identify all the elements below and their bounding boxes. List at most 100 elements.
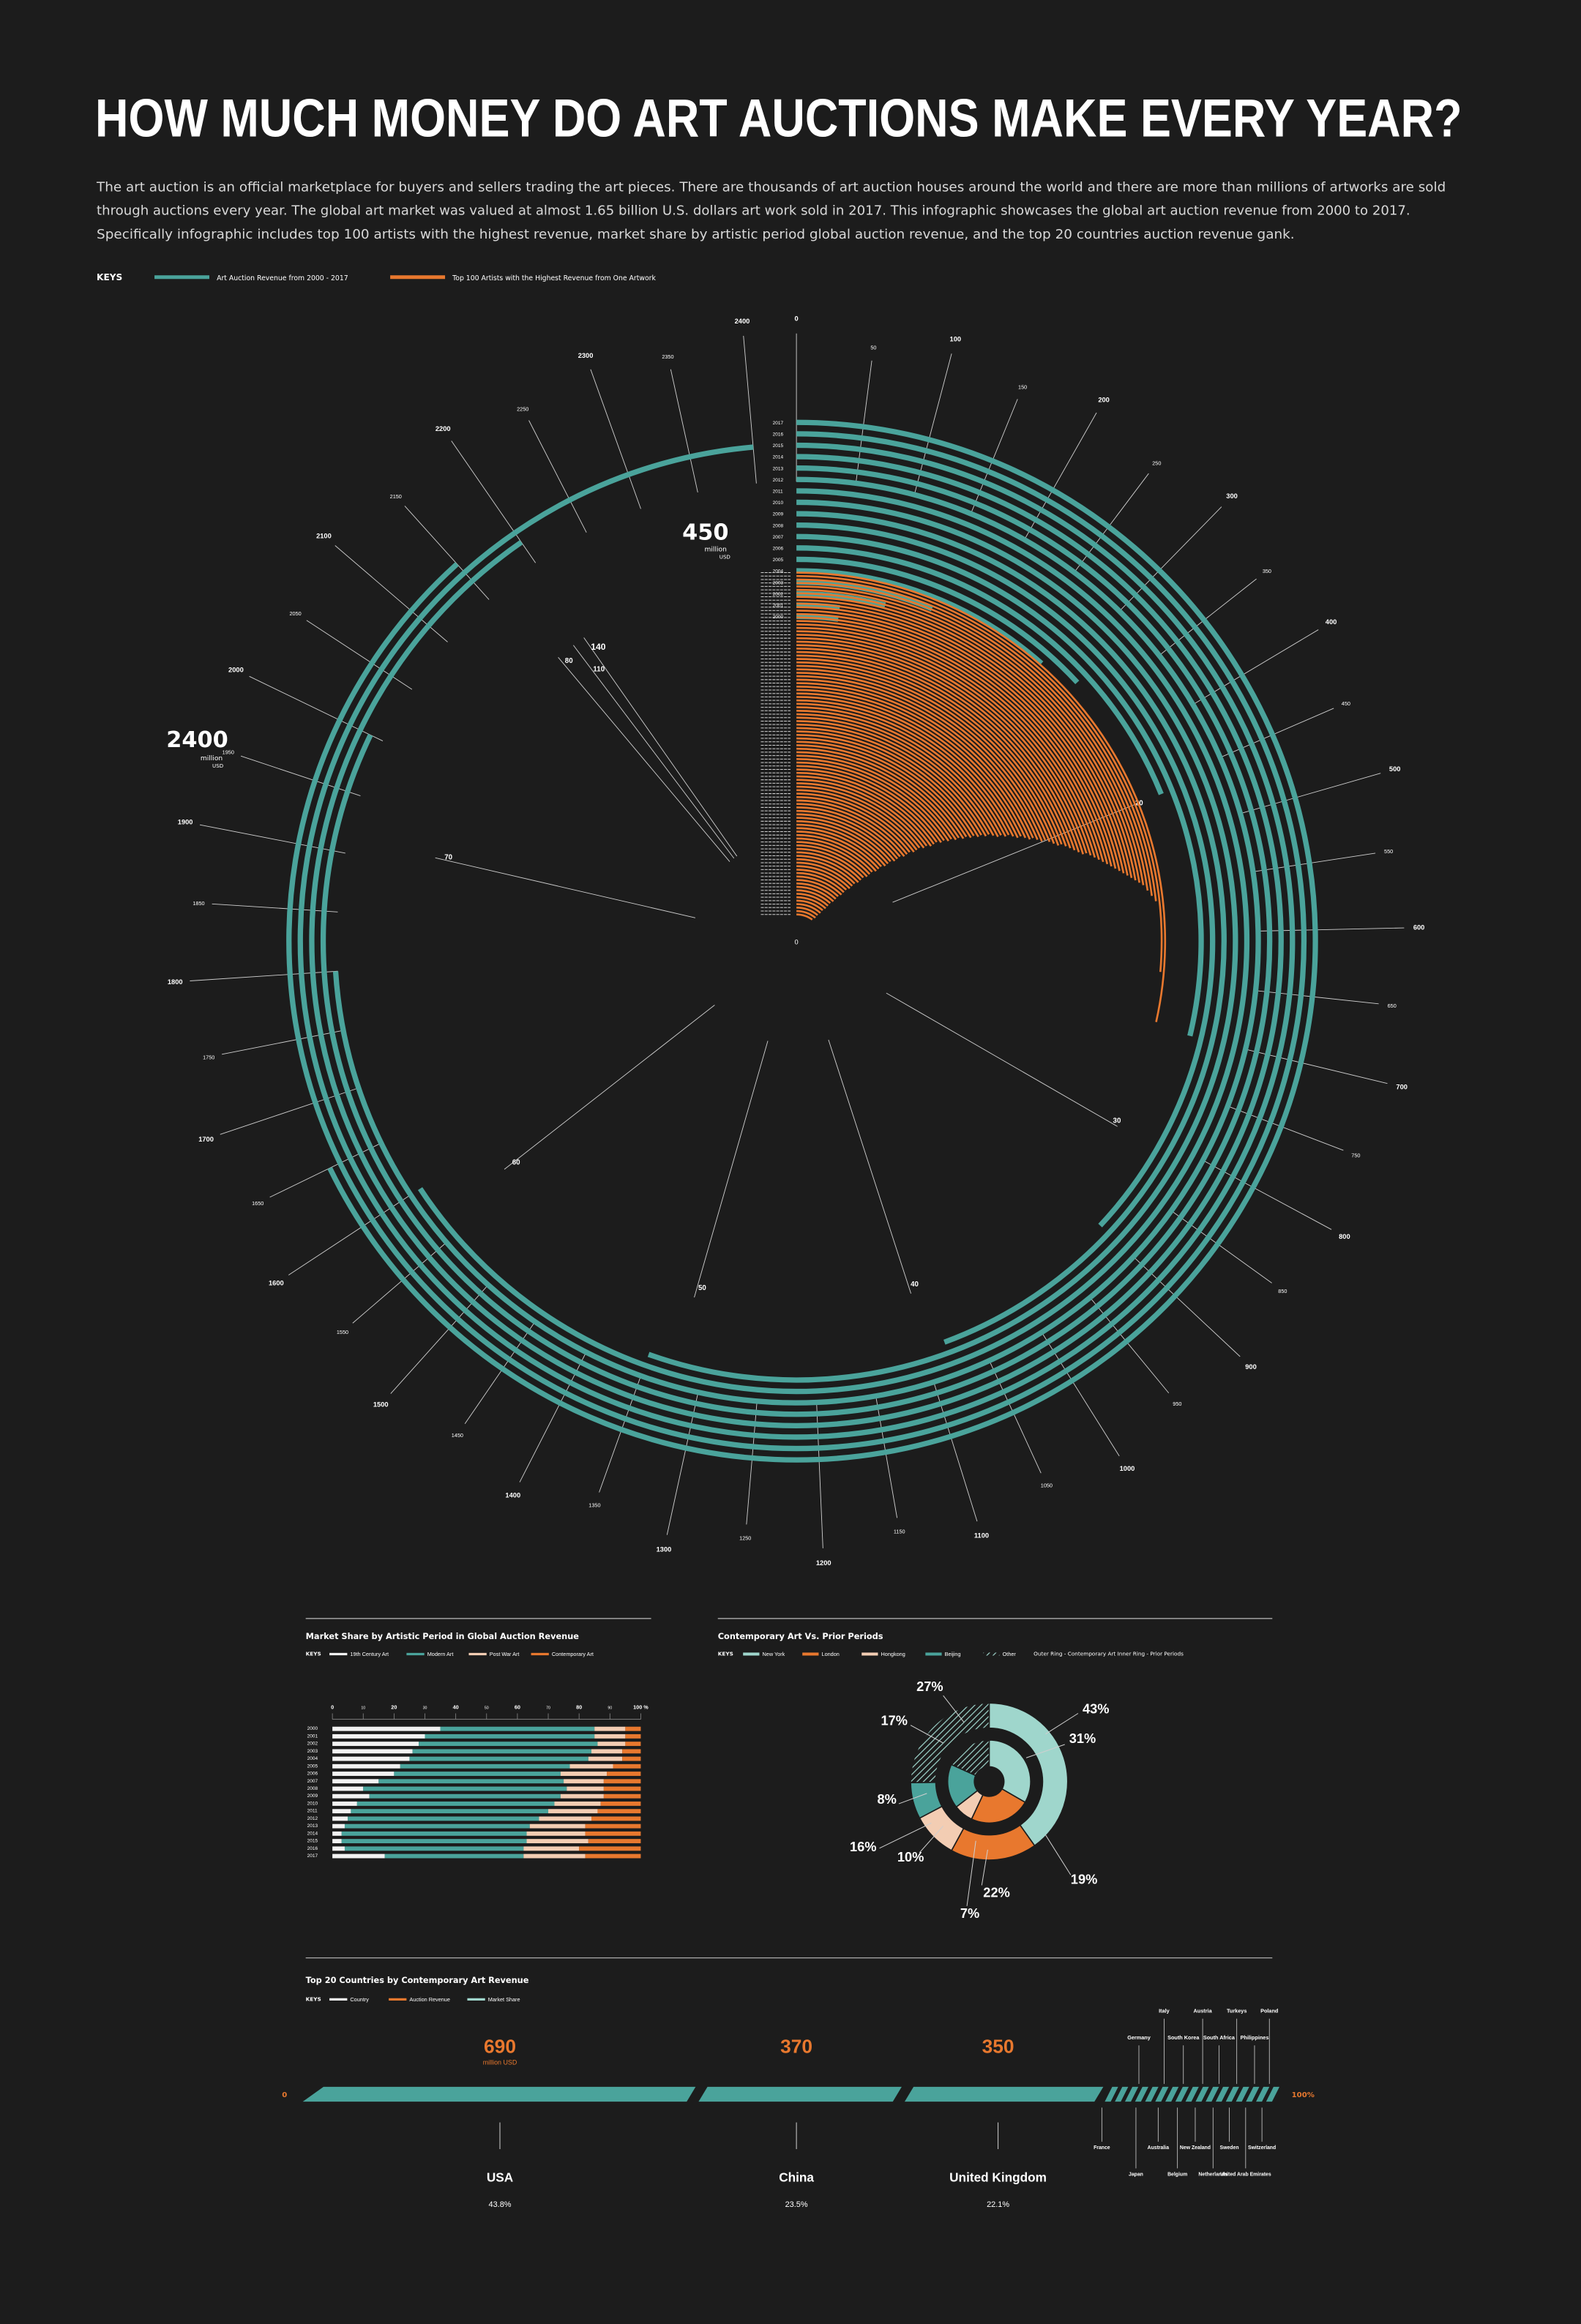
orange-arc-35 bbox=[796, 689, 1027, 839]
teal-tick-label: 1000 bbox=[1120, 1465, 1135, 1472]
teal-tick-line bbox=[599, 1373, 642, 1493]
orange-tick-label: 40 bbox=[911, 1281, 919, 1289]
orange-arc-86 bbox=[796, 865, 851, 889]
small-country-bottom-label: Japan bbox=[1129, 2172, 1143, 2177]
orange-arc-80 bbox=[796, 844, 868, 877]
orange-arc-41 bbox=[796, 709, 1002, 836]
teal-tick-label: 1650 bbox=[252, 1200, 264, 1207]
teal-arc-2000 bbox=[796, 613, 839, 622]
orange-arc-89 bbox=[796, 875, 842, 896]
teal-tick-label: 2350 bbox=[662, 353, 673, 360]
teal-tick-label: 1050 bbox=[1041, 1483, 1053, 1489]
country-segment-small bbox=[1105, 2086, 1118, 2102]
orange-arc-66 bbox=[796, 795, 911, 853]
teal-arc-2009 bbox=[796, 511, 1227, 1345]
orange-arc-97 bbox=[796, 903, 821, 914]
orange-tick-line bbox=[572, 645, 735, 859]
countries-key-label: Country bbox=[350, 1996, 369, 2003]
year-label: 2010 bbox=[773, 501, 784, 506]
market-share-bar-modern-art bbox=[341, 1839, 527, 1844]
orange-arc-17 bbox=[796, 626, 1100, 861]
teal-arc-2006 bbox=[796, 545, 1164, 795]
orange-arc-39 bbox=[796, 702, 1010, 836]
market-share-key-label: Post War Art bbox=[490, 1651, 520, 1657]
country-segment-small bbox=[1155, 2086, 1169, 2102]
orange-arc-8 bbox=[796, 596, 1137, 881]
market-share-bar-post-war-art bbox=[594, 1733, 626, 1739]
orange-arc-92 bbox=[796, 885, 834, 902]
teal-tick-line bbox=[670, 369, 698, 493]
country-revenue-value: 370 bbox=[780, 2035, 812, 2057]
orange-unit: million bbox=[705, 546, 727, 553]
market-share-bar-post-war-art bbox=[564, 1779, 604, 1784]
year-label: 2007 bbox=[773, 535, 784, 540]
orange-arc-63 bbox=[796, 785, 921, 849]
market-share-bar-modern-art bbox=[440, 1726, 595, 1731]
teal-arc-2014 bbox=[309, 454, 1284, 1428]
country-revenue-value: 350 bbox=[982, 2035, 1014, 2057]
teal-tick-label: 2200 bbox=[436, 425, 451, 432]
market-share-year-label: 2006 bbox=[307, 1772, 318, 1777]
market-share-bar-19th-century-art bbox=[332, 1846, 345, 1851]
teal-arc-2007 bbox=[796, 533, 1204, 1037]
market-share-axis-label: 20 bbox=[391, 1703, 397, 1710]
market-share-key-label: 19th Century Art bbox=[350, 1651, 389, 1657]
country-share: 23.5% bbox=[785, 2200, 808, 2209]
orange-arc-85 bbox=[796, 861, 853, 887]
market-share-bar-19th-century-art bbox=[332, 1763, 400, 1769]
market-share-bar-contemporary-art bbox=[603, 1786, 641, 1791]
small-country-bottom-label: Belgium bbox=[1167, 2172, 1187, 2177]
year-label: 2004 bbox=[773, 569, 784, 574]
orange-arc-95 bbox=[796, 896, 826, 910]
country-segment-small bbox=[1246, 2086, 1260, 2102]
orange-arc-52 bbox=[796, 747, 960, 839]
small-country-bottom-label: Sweden bbox=[1220, 2145, 1239, 2151]
teal-arc-2013 bbox=[320, 465, 1273, 1417]
market-share-bar-contemporary-art bbox=[613, 1763, 641, 1769]
orange-arc-51 bbox=[796, 744, 965, 839]
market-share-chart: 0 10 20 30 40 50 60 70 80 90 100 % 2000 2001 2002 2003… bbox=[307, 1703, 649, 1859]
orange-arc-7 bbox=[796, 592, 1141, 883]
contemporary-key-swatch bbox=[983, 1652, 1000, 1656]
donut-percent-label: 22% bbox=[983, 1886, 1009, 1900]
year-label: 2006 bbox=[773, 546, 784, 551]
market-share-bar-modern-art bbox=[384, 1853, 524, 1859]
market-share-bar-post-war-art bbox=[591, 1749, 623, 1754]
orange-arc-87 bbox=[796, 869, 848, 891]
teal-tick-line bbox=[1218, 708, 1334, 759]
teal-tick-label: 900 bbox=[1245, 1363, 1257, 1371]
orange-arc-72 bbox=[796, 817, 892, 863]
market-share-legend: 19th Century Art Modern Art Post War Art Co… bbox=[329, 1651, 594, 1657]
orange-arc-49 bbox=[796, 737, 972, 839]
market-share-bar-post-war-art bbox=[567, 1786, 604, 1791]
orange-arc-9 bbox=[796, 599, 1133, 879]
teal-tick-label: 750 bbox=[1351, 1152, 1360, 1159]
teal-tick-line bbox=[1169, 1209, 1272, 1283]
orange-tick-label: 60 bbox=[512, 1159, 520, 1167]
teal-tick-label: 300 bbox=[1226, 492, 1238, 500]
orange-arc-54 bbox=[796, 754, 952, 840]
market-share-bar-19th-century-art bbox=[332, 1802, 357, 1806]
teal-arc-2016 bbox=[286, 431, 1307, 1452]
small-country-bottom-label: Switzerland bbox=[1248, 2145, 1276, 2151]
donut-leader-line bbox=[910, 1725, 943, 1744]
teal-tick-label: 1300 bbox=[657, 1545, 672, 1553]
orange-arc-77 bbox=[796, 833, 877, 872]
teal-tick-line bbox=[306, 620, 413, 690]
orange-arc-38 bbox=[796, 699, 1014, 837]
market-share-axis-label: 30 bbox=[423, 1706, 427, 1710]
teal-tick-label: 1250 bbox=[739, 1535, 751, 1542]
teal-tick-label: 1500 bbox=[373, 1401, 389, 1409]
orange-arc-3 bbox=[796, 578, 1157, 902]
market-share-year-label: 2016 bbox=[307, 1846, 318, 1851]
market-share-bar-post-war-art bbox=[594, 1726, 626, 1731]
orange-arc-75 bbox=[796, 827, 882, 868]
market-share-bar-19th-century-art bbox=[332, 1809, 351, 1814]
orange-arc-68 bbox=[796, 803, 905, 858]
market-share-year-label: 2015 bbox=[307, 1839, 318, 1844]
market-share-bar-post-war-art bbox=[529, 1823, 586, 1829]
orange-arc-99 bbox=[796, 910, 816, 919]
teal-tick-line bbox=[1250, 852, 1376, 873]
orange-arc-19 bbox=[796, 634, 1092, 856]
